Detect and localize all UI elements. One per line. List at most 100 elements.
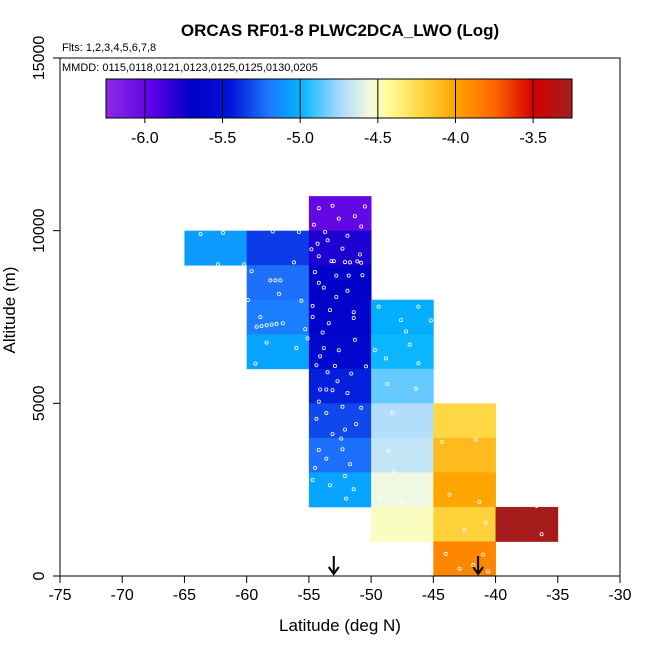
sample-point <box>386 448 391 453</box>
sample-point <box>346 273 351 278</box>
heatmap-cell <box>246 265 310 301</box>
sample-point <box>349 371 354 376</box>
sample-point <box>313 270 318 275</box>
sample-point <box>270 229 275 234</box>
sample-point <box>316 399 321 404</box>
sample-point <box>357 252 362 257</box>
sample-point <box>310 477 315 482</box>
colorbar: -6.0 -5.5 -5.0 -4.5 -4.0 -3.5 <box>105 78 573 147</box>
sample-point <box>364 364 369 369</box>
heatmap-cell <box>433 541 496 577</box>
sample-point <box>398 318 403 323</box>
x-tick-label: -60 <box>235 587 258 604</box>
sample-point <box>447 492 452 497</box>
sample-point <box>405 270 410 275</box>
sample-point <box>407 342 412 347</box>
sample-point <box>355 259 360 264</box>
sample-point <box>291 260 296 265</box>
sample-point <box>340 246 345 251</box>
y-tick-label: 0 <box>31 571 48 580</box>
sample-point <box>316 280 321 285</box>
sample-point <box>359 405 364 410</box>
sample-point <box>264 323 269 328</box>
sample-points <box>198 203 544 574</box>
heatmap-cell <box>184 230 248 266</box>
sample-point <box>330 432 335 437</box>
heatmap-cell <box>308 334 372 370</box>
sample-point <box>486 569 491 574</box>
sample-point <box>254 324 259 329</box>
colorbar-tick-label: -6.0 <box>131 130 159 147</box>
sample-point <box>336 348 341 353</box>
y-tick-label: 15000 <box>31 36 48 81</box>
heatmap-cell <box>246 230 310 266</box>
sample-point <box>342 473 347 478</box>
sample-point <box>242 262 247 267</box>
heatmap-cell <box>371 299 434 335</box>
sample-point <box>314 416 319 421</box>
flights-note: Flts: 1,2,3,4,5,6,7,8 <box>62 42 156 54</box>
heatmap-cell <box>308 265 372 301</box>
sample-point <box>443 551 448 556</box>
heatmap-cell <box>371 403 434 439</box>
sample-point <box>305 336 310 341</box>
heatmap-cell <box>308 196 372 232</box>
sample-point <box>534 503 539 508</box>
sample-point <box>403 329 408 334</box>
sample-point <box>359 224 364 229</box>
sample-point <box>296 229 301 234</box>
sample-point <box>372 348 377 353</box>
sample-point <box>344 496 349 501</box>
sample-point <box>264 340 269 345</box>
heatmap-cell <box>433 437 496 473</box>
arrow-marker <box>327 556 340 576</box>
heatmap-cell <box>371 472 434 508</box>
sample-point <box>321 285 326 290</box>
sample-point <box>323 229 328 234</box>
sample-point <box>309 247 314 252</box>
sample-point <box>351 310 356 315</box>
sample-point <box>253 361 258 366</box>
x-tick-label: -40 <box>484 587 507 604</box>
heatmap-cell <box>433 472 496 508</box>
sample-point <box>220 230 225 235</box>
sample-point <box>345 233 350 238</box>
heatmap-cells <box>184 196 559 577</box>
heatmap-cell <box>308 368 372 404</box>
sample-point <box>351 315 356 320</box>
x-tick-label: -30 <box>608 587 631 604</box>
sample-point <box>400 499 405 504</box>
x-tick-label: -35 <box>546 587 569 604</box>
sample-point <box>360 273 365 278</box>
sample-point <box>345 288 350 293</box>
sample-point <box>313 465 318 470</box>
sample-point <box>330 388 335 393</box>
sample-point <box>462 528 467 533</box>
colorbar-gradient <box>105 78 573 119</box>
sample-point <box>198 232 203 237</box>
sample-point <box>340 404 345 409</box>
sample-point <box>334 294 339 299</box>
sample-point <box>325 370 330 375</box>
dates-note: MMDD: 0115,0118,0121,0123,0125,0125,0130… <box>62 62 318 74</box>
x-tick-label: -65 <box>173 587 196 604</box>
sample-point <box>380 272 385 277</box>
sample-point <box>351 487 356 492</box>
sample-point <box>215 262 220 267</box>
sample-point <box>416 304 421 309</box>
sample-point <box>376 304 381 309</box>
sample-point <box>259 323 264 328</box>
x-tick-label: -50 <box>360 587 383 604</box>
colorbar-tick-label: -5.0 <box>286 130 314 147</box>
chart-title: ORCAS RF01-8 PLWC2DCA_LWO (Log) <box>181 21 499 40</box>
colorbar-tick-label: -3.5 <box>519 130 547 147</box>
sample-point <box>336 216 341 221</box>
sample-point <box>316 206 321 211</box>
sample-point <box>390 271 395 276</box>
sample-point <box>326 321 331 326</box>
heatmap-cell <box>308 299 372 335</box>
sample-point <box>269 322 274 327</box>
sample-point <box>342 427 347 432</box>
sample-point <box>359 260 364 265</box>
